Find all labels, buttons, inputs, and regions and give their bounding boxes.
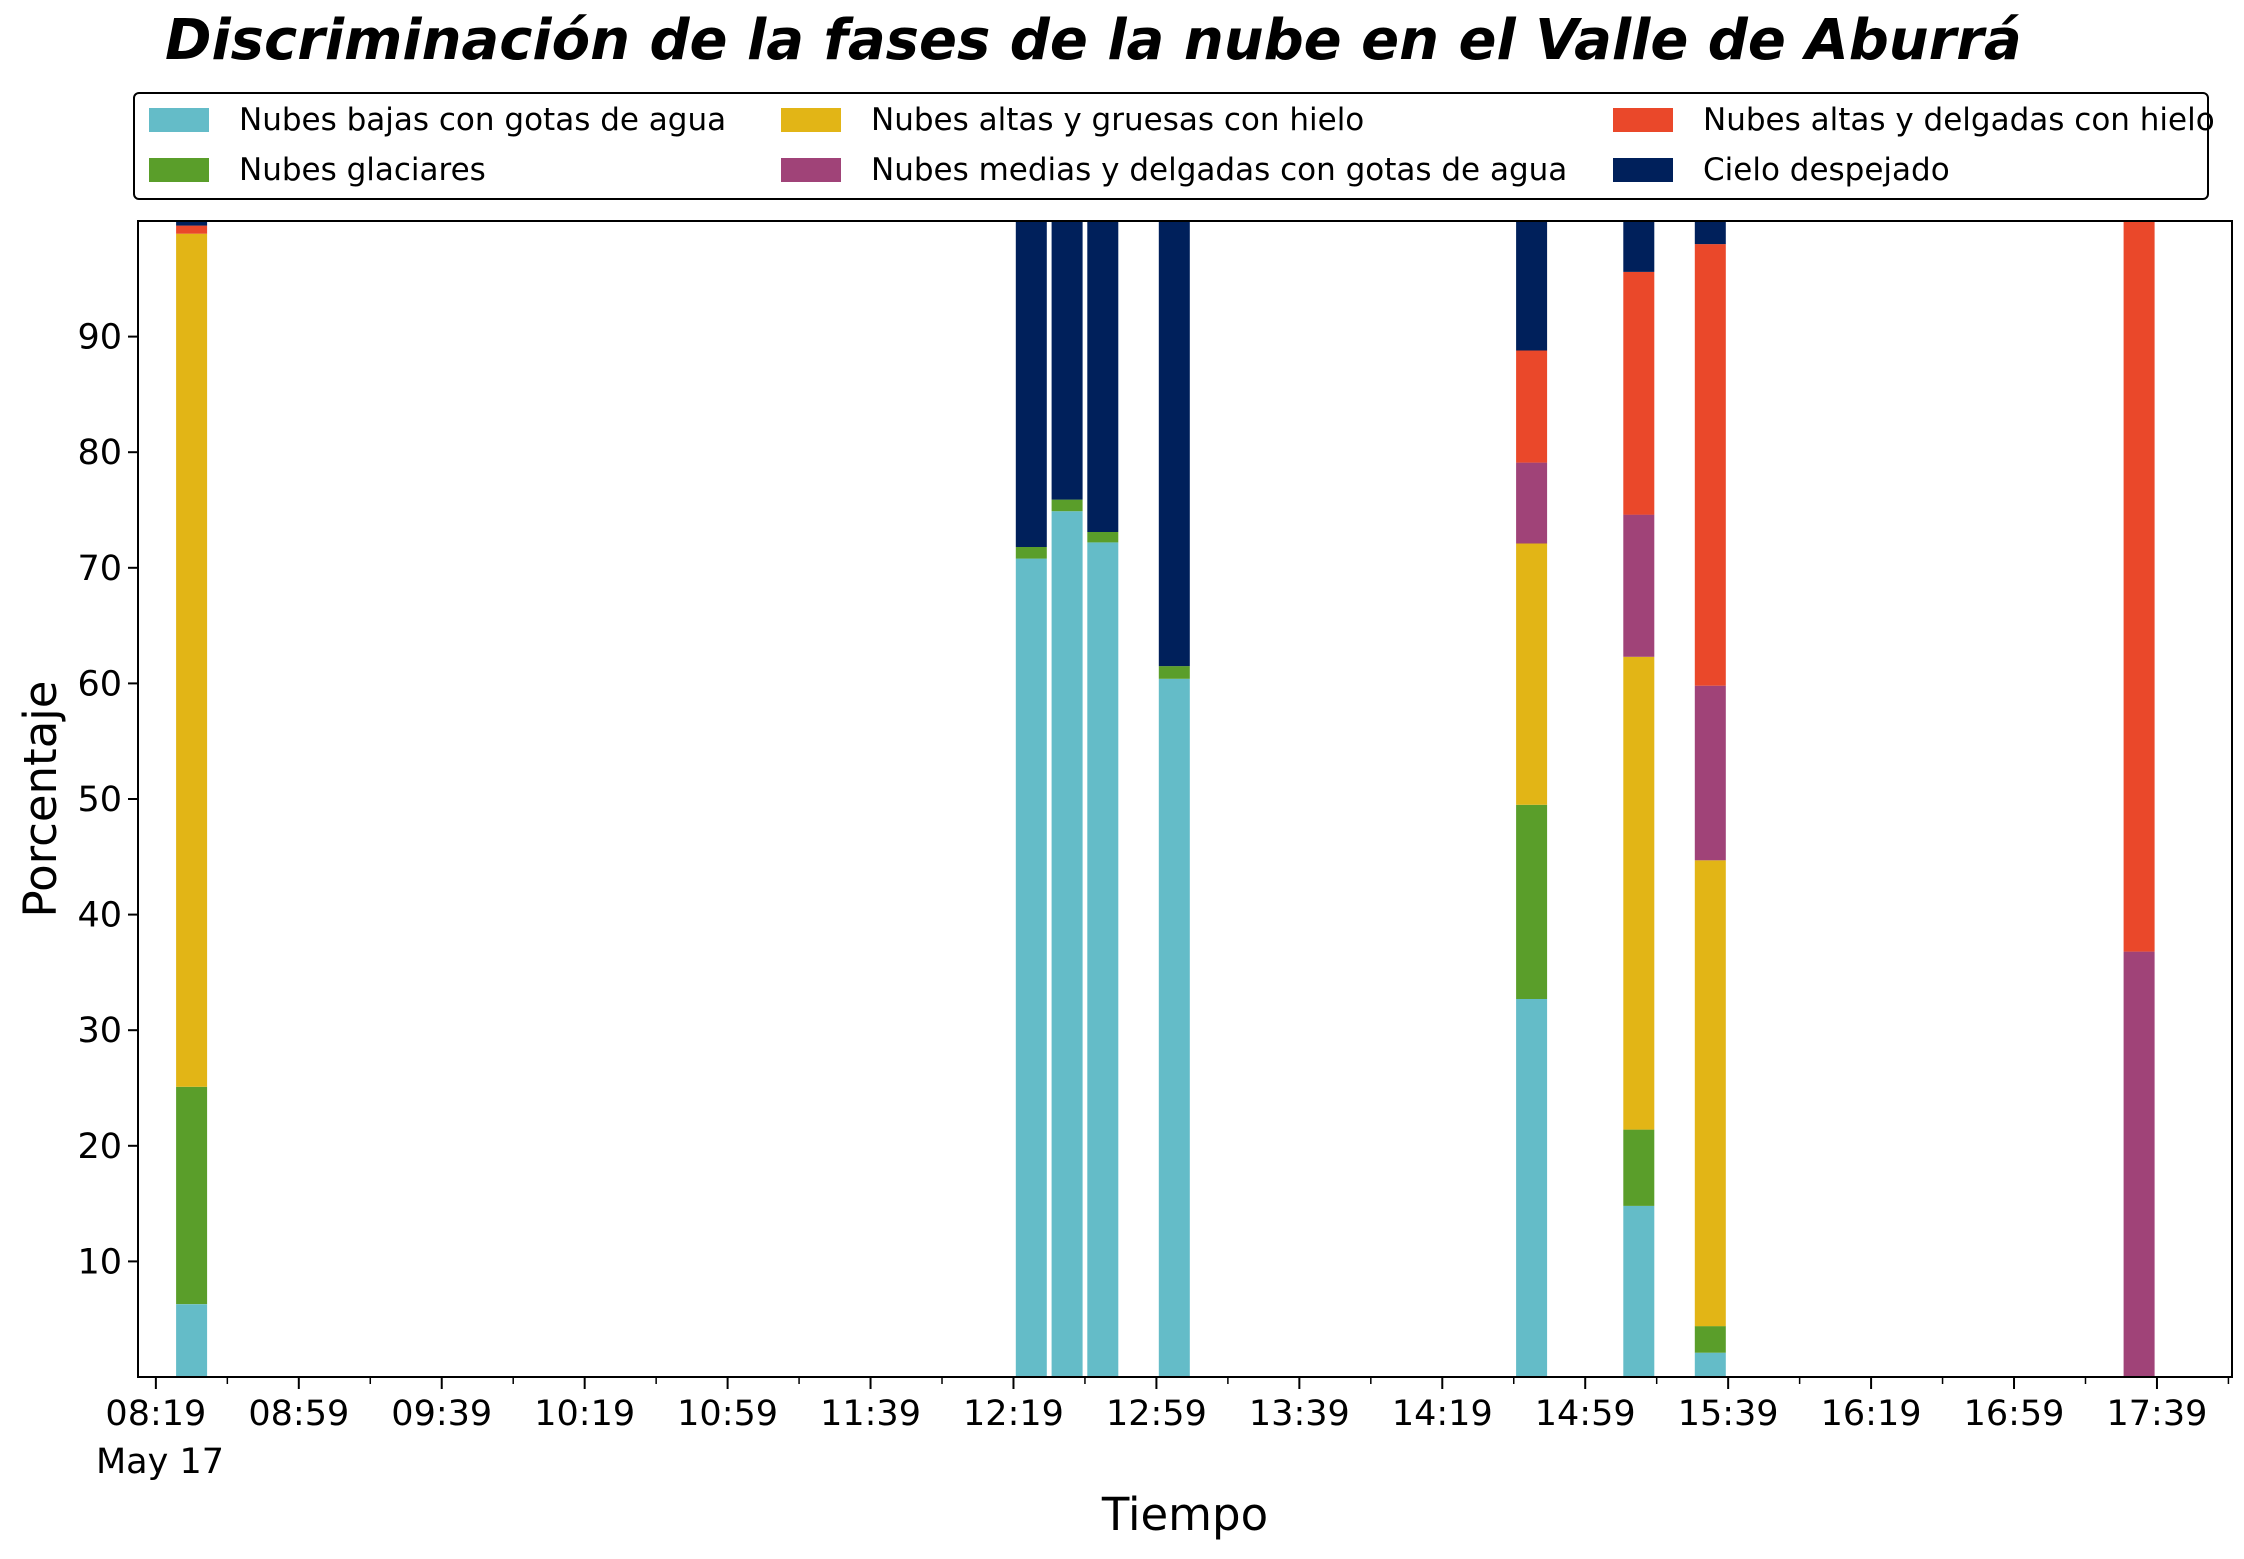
x-tick-label: 16:59 <box>1964 1394 2065 1434</box>
legend-label: Nubes medias y delgadas con gotas de agu… <box>871 152 1568 188</box>
bar-segment <box>1015 547 1047 559</box>
legend-swatch <box>781 158 841 182</box>
x-tick-label: 14:19 <box>1392 1394 1493 1434</box>
date-label: May 17 <box>96 1442 224 1482</box>
x-axis-title: Tiempo <box>1101 1488 1268 1541</box>
y-tick-label: 80 <box>77 433 122 473</box>
bar-segment <box>1516 999 1548 1377</box>
x-tick-label: 12:19 <box>963 1394 1064 1434</box>
y-tick-label: 30 <box>77 1011 122 1051</box>
bar-segment <box>176 1086 208 1305</box>
x-tick-label: 08:59 <box>248 1394 349 1434</box>
bar-segment <box>2123 951 2155 1377</box>
legend-item: Nubes glaciares <box>149 150 486 190</box>
bar-segment <box>1015 221 1047 547</box>
legend-item: Nubes altas y gruesas con hielo <box>781 100 1364 140</box>
bar-segment <box>1516 543 1548 805</box>
legend-swatch <box>149 158 209 182</box>
x-tick-label: 10:59 <box>677 1394 778 1434</box>
bar-segment <box>1516 462 1548 544</box>
chart-title: Discriminación de la fases de la nube en… <box>165 8 2022 73</box>
bars-layer <box>176 221 2155 1377</box>
x-tick-label: 12:59 <box>1106 1394 1207 1434</box>
bar-segment <box>2123 221 2155 952</box>
bar-segment <box>176 1304 208 1377</box>
bar-segment <box>1694 244 1726 686</box>
bar-segment <box>1623 271 1655 515</box>
x-tick-label: 11:39 <box>820 1394 921 1434</box>
bar-segment <box>1694 860 1726 1327</box>
y-tick-label: 10 <box>77 1242 122 1282</box>
bar-segment <box>1694 1326 1726 1353</box>
legend-item: Nubes bajas con gotas de agua <box>149 100 726 140</box>
bar-segment <box>1015 558 1047 1377</box>
legend-item: Cielo despejado <box>1613 150 1950 190</box>
bar-segment <box>1623 1205 1655 1377</box>
bar-segment <box>1051 221 1083 500</box>
bar-segment <box>176 221 208 226</box>
legend-item: Nubes medias y delgadas con gotas de agu… <box>781 150 1567 190</box>
bar-segment <box>1623 221 1655 272</box>
bar-segment <box>1051 499 1083 512</box>
x-tick-label: 14:59 <box>1535 1394 1636 1434</box>
y-axis-title: Porcentaje <box>14 681 67 918</box>
x-tick-label: 16:19 <box>1821 1394 1922 1434</box>
y-tick-label: 70 <box>77 549 122 589</box>
legend-swatch <box>149 108 209 132</box>
y-tick-label: 40 <box>77 896 122 936</box>
bar-segment <box>1087 221 1119 532</box>
legend-item: Nubes altas y delgadas con hielo <box>1613 100 2215 140</box>
y-tick-label: 90 <box>77 318 122 358</box>
x-tick-label: 13:39 <box>1249 1394 1350 1434</box>
y-tick-label: 60 <box>77 664 122 704</box>
y-tick-label: 20 <box>77 1127 122 1167</box>
bar-segment <box>1158 666 1190 679</box>
bar-segment <box>1694 221 1726 245</box>
legend-label: Nubes altas y delgadas con hielo <box>1703 102 2215 138</box>
legend-label: Nubes glaciares <box>239 152 486 188</box>
legend-swatch <box>1613 108 1673 132</box>
x-tick-label: 08:19 <box>105 1394 206 1434</box>
bar-segment <box>1694 1352 1726 1377</box>
bar-segment <box>1516 350 1548 463</box>
bar-segment <box>176 233 208 1087</box>
x-tick-label: 15:39 <box>1678 1394 1779 1434</box>
bar-segment <box>1623 514 1655 657</box>
x-tick-label: 17:39 <box>2107 1394 2208 1434</box>
bar-segment <box>1516 804 1548 999</box>
chart-legend: Nubes bajas con gotas de agua Nubes glac… <box>133 92 2215 200</box>
bar-segment <box>1087 542 1119 1377</box>
legend-label: Nubes bajas con gotas de agua <box>239 102 727 138</box>
bar-segment <box>1087 532 1119 543</box>
x-axis: 08:19 08:59 09:39 10:19 10:59 11:39 12:19 12:59… <box>105 1377 2230 1434</box>
bar-segment <box>1051 511 1083 1377</box>
legend-swatch <box>781 108 841 132</box>
y-tick-label: 50 <box>77 780 122 820</box>
bar-segment <box>1623 1129 1655 1206</box>
x-tick-label: 10:19 <box>534 1394 635 1434</box>
bar-segment <box>1516 221 1548 351</box>
x-tick-label: 09:39 <box>391 1394 492 1434</box>
legend-label: Cielo despejado <box>1703 152 1950 188</box>
legend-swatch <box>1613 158 1673 182</box>
y-axis: 10 20 30 40 50 60 70 80 90 <box>77 318 138 1282</box>
bar-segment <box>1694 685 1726 861</box>
bar-segment <box>176 225 208 234</box>
bar-segment <box>1158 221 1190 667</box>
bar-segment <box>1158 678 1190 1377</box>
bar-segment <box>1623 656 1655 1130</box>
legend-label: Nubes altas y gruesas con hielo <box>871 102 1365 138</box>
